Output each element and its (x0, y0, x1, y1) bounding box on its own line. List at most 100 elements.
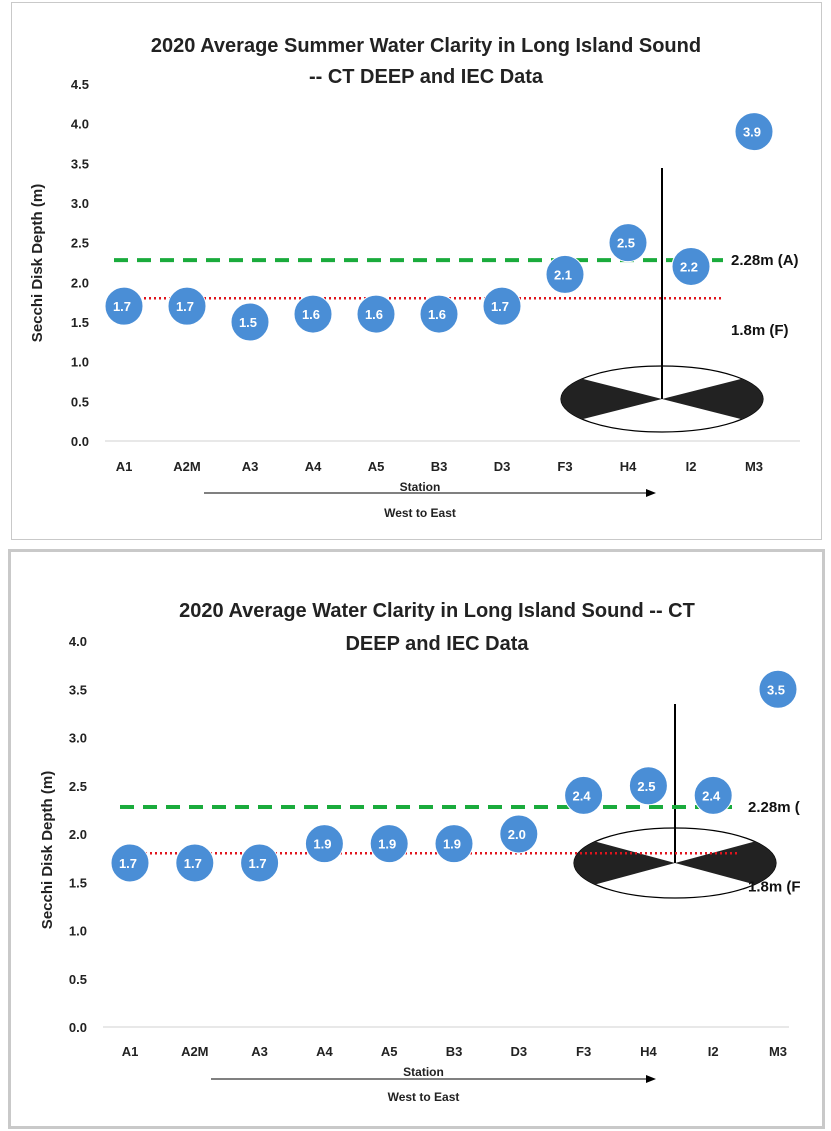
y-tick-label: 2.0 (69, 827, 87, 842)
x-tick-label: A4 (305, 459, 322, 474)
data-label: 1.6 (365, 307, 383, 322)
chart-title-line: 2020 Average Water Clarity in Long Islan… (179, 600, 695, 622)
data-point (167, 286, 207, 326)
data-point (671, 246, 711, 286)
x-tick-label: A4 (316, 1044, 333, 1059)
y-tick-label: 1.0 (69, 924, 87, 939)
direction-label: West to East (384, 506, 456, 520)
data-point (628, 766, 668, 806)
y-tick-label: 4.5 (71, 77, 89, 92)
y-axis-title: Secchi Disk Depth (m) (39, 771, 56, 929)
data-point (240, 843, 280, 883)
chart-annual-svg: 2020 Average Water Clarity in Long Islan… (39, 600, 801, 1104)
reference-line-label: 1.8m (F) (731, 322, 789, 339)
data-label: 3.5 (767, 682, 785, 697)
x-tick-label: B3 (446, 1044, 463, 1059)
x-tick-label: A5 (368, 459, 385, 474)
data-point (545, 254, 585, 294)
y-tick-label: 1.5 (71, 315, 89, 330)
data-point (608, 223, 648, 263)
data-point (104, 286, 144, 326)
data-label: 1.9 (313, 837, 331, 852)
data-point (304, 824, 344, 864)
chart-panel-annual: 2020 Average Water Clarity in Long Islan… (8, 549, 825, 1129)
secchi-disk-icon (573, 704, 777, 899)
data-point (693, 775, 733, 815)
x-tick-label: M3 (769, 1044, 787, 1059)
x-tick-label: B3 (431, 459, 448, 474)
data-point (110, 843, 150, 883)
y-tick-label: 0.0 (69, 1020, 87, 1035)
secchi-disk-wedge (574, 841, 675, 885)
x-tick-label: F3 (557, 459, 572, 474)
data-label: 2.2 (680, 259, 698, 274)
data-label: 1.7 (176, 299, 194, 314)
data-label: 2.0 (508, 827, 526, 842)
x-tick-label: A2M (173, 459, 200, 474)
y-tick-label: 2.5 (69, 779, 87, 794)
secchi-disk-wedge (561, 378, 662, 420)
chart-title-line: DEEP and IEC Data (345, 633, 529, 655)
x-tick-label: H4 (640, 1044, 657, 1059)
data-label: 1.7 (184, 856, 202, 871)
chart-title-line: -- CT DEEP and IEC Data (309, 66, 544, 88)
secchi-disk-wedge (662, 378, 763, 420)
y-tick-label: 3.0 (71, 196, 89, 211)
y-tick-label: 1.0 (71, 355, 89, 370)
data-label: 1.7 (119, 856, 137, 871)
data-point (356, 294, 396, 334)
x-tick-label: M3 (745, 459, 763, 474)
data-point (499, 814, 539, 854)
x-tick-label: A5 (381, 1044, 398, 1059)
x-axis-title: Station (400, 480, 441, 494)
x-tick-label: I2 (708, 1044, 719, 1059)
data-label: 1.7 (491, 299, 509, 314)
data-point (564, 775, 604, 815)
data-label: 1.9 (378, 837, 396, 852)
direction-label: West to East (388, 1090, 460, 1104)
secchi-disk-wedge (675, 841, 776, 885)
chart-summer-svg: 2020 Average Summer Water Clarity in Lon… (29, 35, 800, 520)
data-label: 1.6 (302, 307, 320, 322)
x-tick-label: D3 (494, 459, 511, 474)
data-point (734, 112, 774, 152)
x-tick-label: H4 (620, 459, 637, 474)
y-tick-label: 4.0 (71, 117, 89, 132)
y-axis-title: Secchi Disk Depth (m) (29, 184, 46, 342)
data-label: 2.5 (617, 236, 635, 251)
y-tick-label: 3.0 (69, 731, 87, 746)
reference-line-label: 1.8m (F (748, 878, 801, 895)
y-tick-label: 0.5 (69, 972, 87, 987)
data-label: 1.5 (239, 315, 257, 330)
reference-line-label: 2.28m (A) (731, 252, 799, 269)
x-tick-label: F3 (576, 1044, 591, 1059)
y-tick-label: 2.5 (71, 236, 89, 251)
data-point (369, 824, 409, 864)
chart-panel-summer: 2020 Average Summer Water Clarity in Lon… (11, 2, 822, 540)
chart-title-line: 2020 Average Summer Water Clarity in Lon… (151, 35, 701, 57)
x-tick-label: A1 (116, 459, 133, 474)
data-point (230, 302, 270, 342)
data-point (293, 294, 333, 334)
data-label: 2.5 (637, 779, 655, 794)
data-label: 3.9 (743, 125, 761, 140)
direction-arrow-head (646, 1075, 656, 1083)
data-point (419, 294, 459, 334)
data-label: 2.4 (702, 788, 721, 803)
reference-line-label: 2.28m ( (748, 799, 800, 816)
data-point (175, 843, 215, 883)
y-tick-label: 3.5 (71, 156, 89, 171)
x-tick-label: I2 (686, 459, 697, 474)
x-tick-label: A3 (251, 1044, 268, 1059)
y-tick-label: 4.0 (69, 634, 87, 649)
y-tick-label: 0.0 (71, 434, 89, 449)
data-label: 1.7 (113, 299, 131, 314)
y-tick-label: 2.0 (71, 275, 89, 290)
data-label: 1.7 (249, 856, 267, 871)
data-point (482, 286, 522, 326)
data-label: 1.6 (428, 307, 446, 322)
data-label: 2.4 (573, 788, 592, 803)
data-label: 2.1 (554, 267, 572, 282)
y-tick-label: 3.5 (69, 682, 87, 697)
y-tick-label: 0.5 (71, 394, 89, 409)
